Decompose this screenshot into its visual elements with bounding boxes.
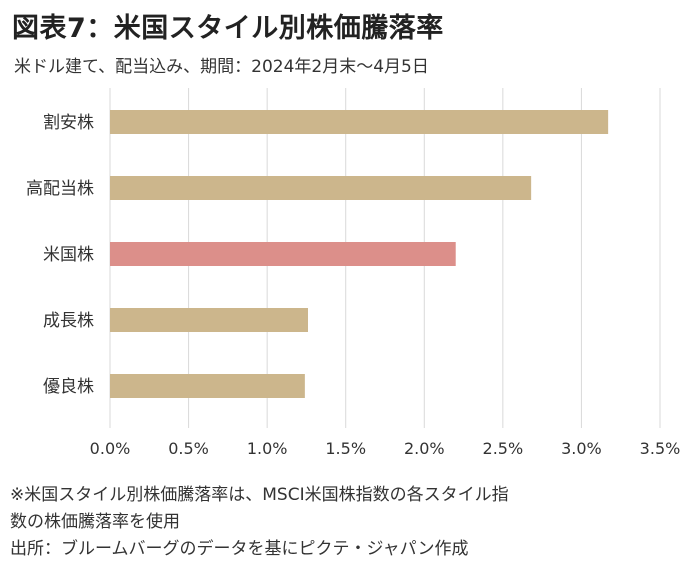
bar bbox=[110, 374, 305, 398]
x-tick-label: 1.0% bbox=[247, 439, 288, 458]
category-label: 米国株 bbox=[43, 245, 94, 265]
footnote-line: ※米国スタイル別株価騰落率は、MSCI米国株指数の各スタイル指 bbox=[10, 485, 509, 505]
x-tick-label: 0.5% bbox=[168, 439, 209, 458]
x-tick-label: 3.5% bbox=[640, 439, 681, 458]
x-tick-label: 2.5% bbox=[483, 439, 524, 458]
bar bbox=[110, 176, 532, 200]
footnote-line: 数の株価騰落率を使用 bbox=[10, 512, 180, 532]
x-tick-label: 2.0% bbox=[404, 439, 445, 458]
source-note: 出所：ブルームバーグのデータを基にピクテ・ジャパン作成 bbox=[10, 539, 469, 559]
x-tick-labels: 0.0% 0.5% 1.0% 1.5% 2.0% 2.5% 3.0% 3.5% bbox=[90, 439, 681, 458]
category-label: 高配当株 bbox=[26, 179, 94, 199]
bar bbox=[110, 308, 308, 332]
bars bbox=[110, 110, 609, 398]
category-label: 成長株 bbox=[43, 311, 94, 331]
category-label: 優良株 bbox=[43, 377, 94, 397]
category-label: 割安株 bbox=[43, 113, 94, 133]
footnotes: ※米国スタイル別株価騰落率は、MSCI米国株指数の各スタイル指 数の株価騰落率を… bbox=[10, 482, 680, 563]
bar bbox=[110, 242, 456, 266]
bar bbox=[110, 110, 609, 134]
x-tick-label: 3.0% bbox=[561, 439, 602, 458]
x-tick-label: 0.0% bbox=[90, 439, 131, 458]
chart-subtitle: 米ドル建て、配当込み、期間：2024年2月末～4月5日 bbox=[14, 57, 429, 77]
chart-title: 図表7：米国スタイル別株価騰落率 bbox=[12, 13, 444, 44]
x-tick-label: 1.5% bbox=[325, 439, 366, 458]
